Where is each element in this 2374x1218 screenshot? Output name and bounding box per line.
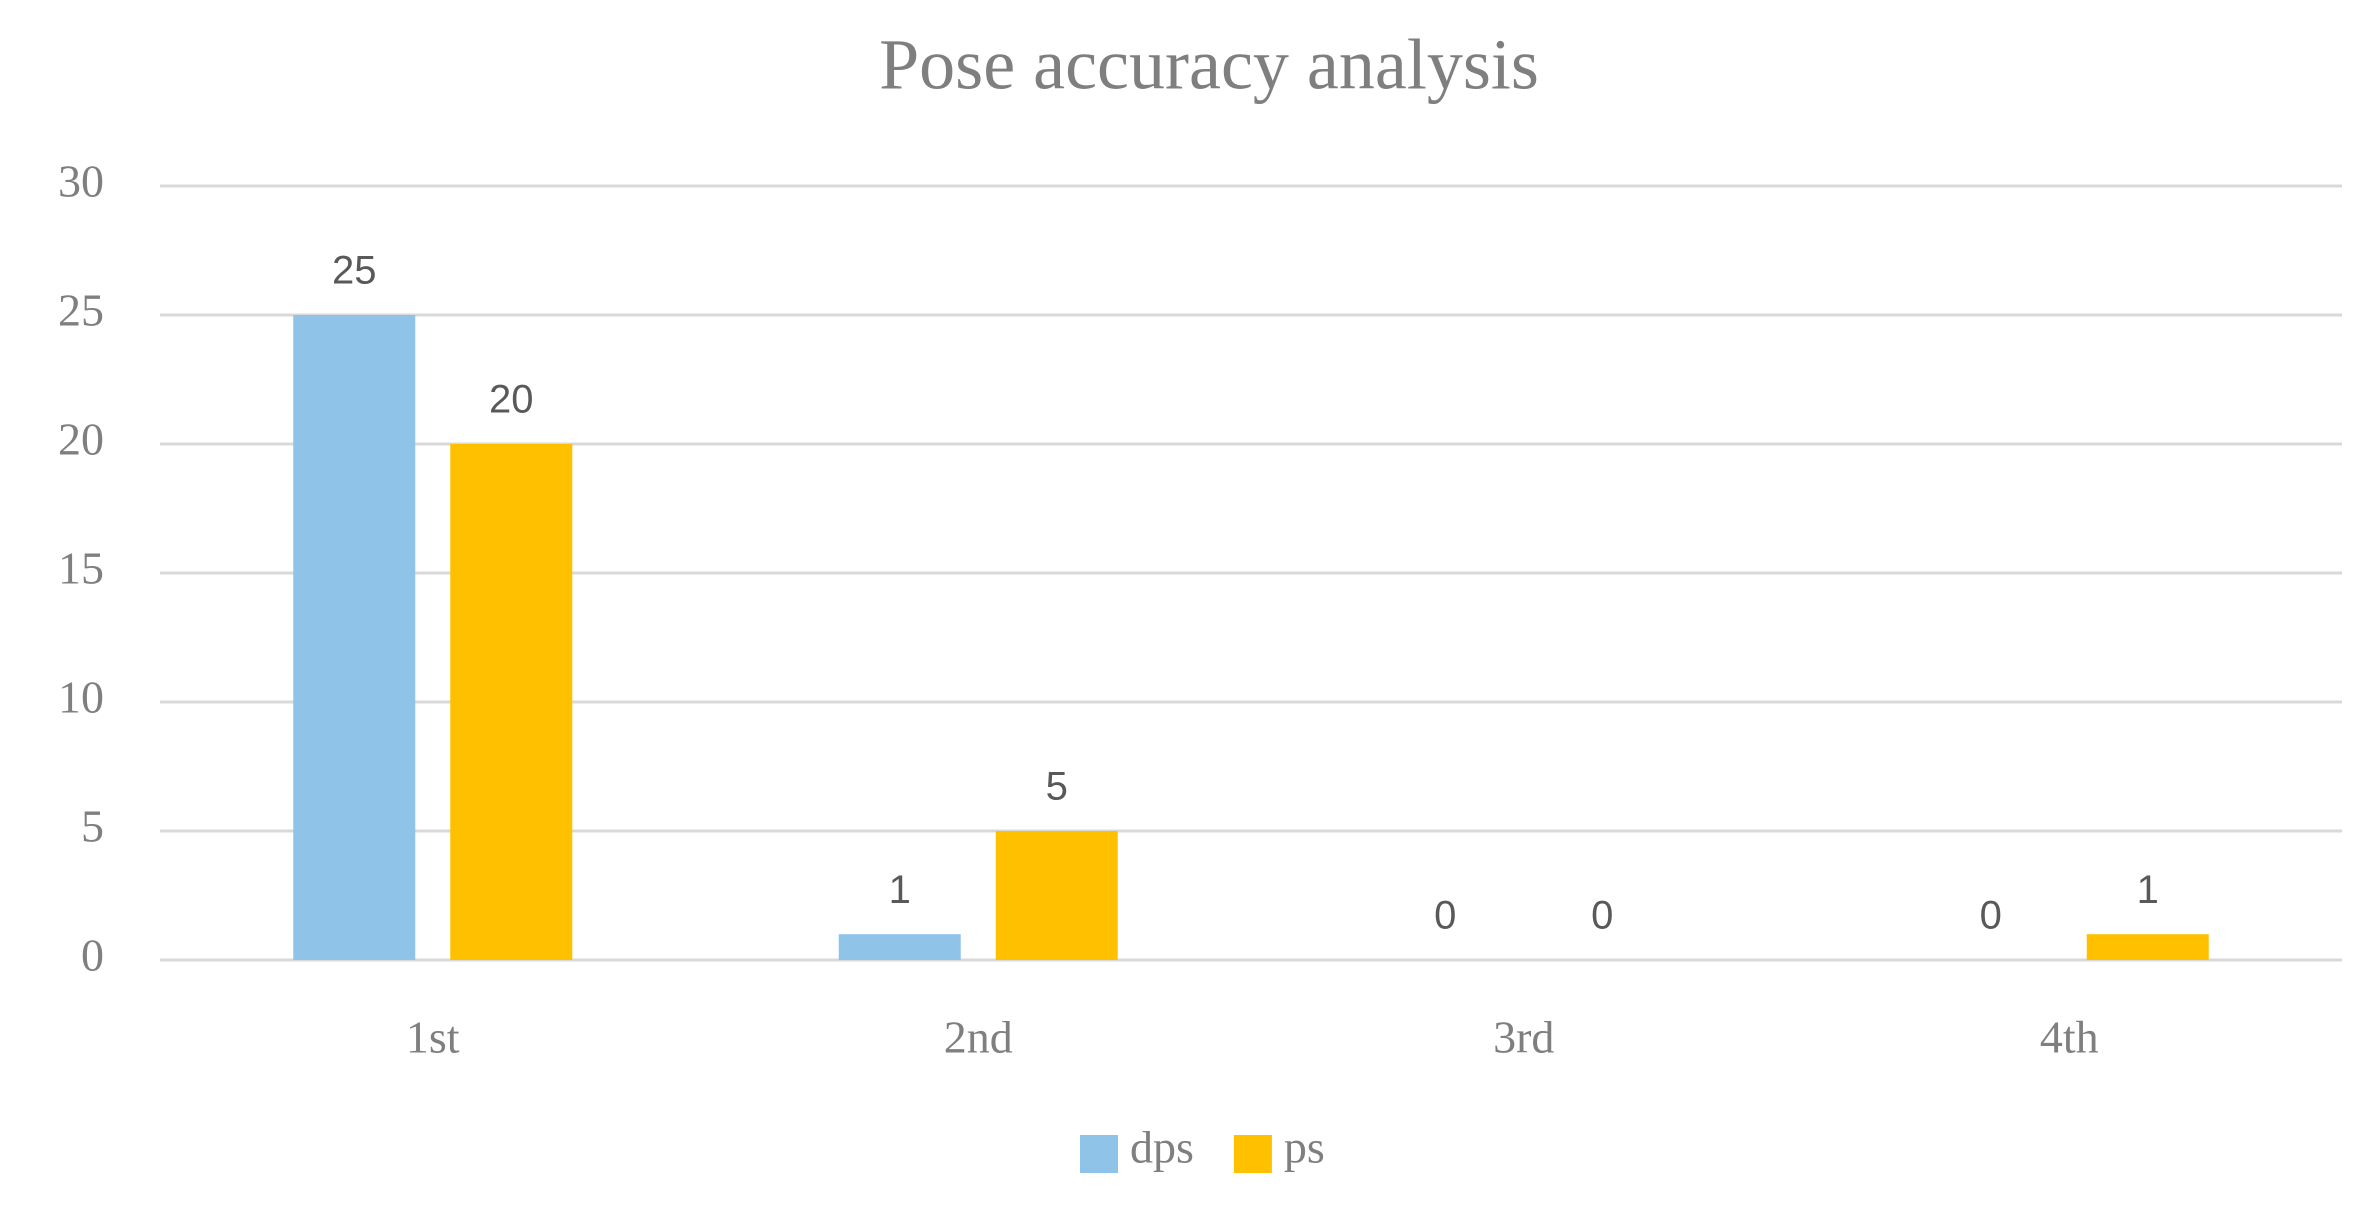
y-tick-label: 0 <box>81 930 104 981</box>
data-label: 1 <box>889 868 911 912</box>
legend-swatch <box>1233 1135 1272 1173</box>
data-label: 1 <box>2137 868 2159 912</box>
x-tick-label: 3rd <box>1493 1012 1554 1063</box>
data-label: 0 <box>1591 894 1613 938</box>
bar <box>995 831 1118 960</box>
y-tick-label: 25 <box>58 285 104 336</box>
bar <box>838 934 961 960</box>
bar <box>293 315 416 960</box>
bar <box>450 444 573 960</box>
chart-title: Pose accuracy analysis <box>879 25 1539 105</box>
y-tick-label: 30 <box>58 156 104 207</box>
data-label: 25 <box>332 249 377 293</box>
legend-label: ps <box>1284 1122 1325 1173</box>
x-tick-label: 2nd <box>944 1012 1013 1063</box>
y-tick-label: 5 <box>81 801 104 852</box>
data-label: 5 <box>1046 765 1068 809</box>
y-tick-label: 10 <box>58 672 104 723</box>
bar <box>2086 934 2209 960</box>
x-tick-label: 1st <box>406 1012 460 1063</box>
y-tick-label: 15 <box>58 543 104 594</box>
legend-label: dps <box>1130 1122 1194 1173</box>
x-tick-label: 4th <box>2040 1012 2099 1063</box>
data-label: 20 <box>489 378 534 422</box>
y-tick-label: 20 <box>58 414 104 465</box>
data-label: 0 <box>1434 894 1456 938</box>
data-label: 0 <box>1980 894 2002 938</box>
legend-swatch <box>1080 1135 1118 1173</box>
